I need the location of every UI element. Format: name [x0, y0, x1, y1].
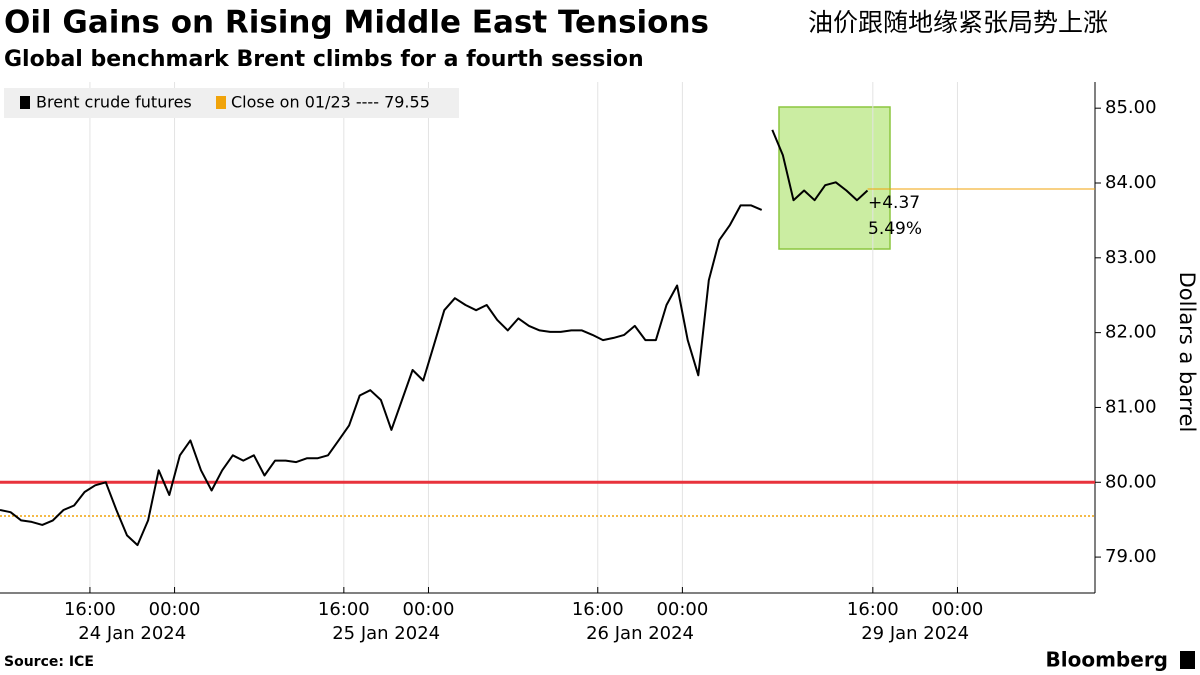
x-tick-label: 00:00 [403, 599, 455, 620]
change-annotation: 5.49% [868, 219, 922, 239]
brand-icon [1180, 651, 1195, 669]
y-tick-label: 81.00 [1105, 396, 1157, 417]
legend-box [4, 88, 459, 118]
brand: Bloomberg [1046, 648, 1168, 672]
x-date-label: 26 Jan 2024 [586, 623, 694, 644]
legend-label: Close on 01/23 ---- 79.55 [231, 93, 430, 112]
legend-swatch [216, 96, 226, 109]
x-tick-label: 16:00 [572, 599, 624, 620]
x-date-label: 29 Jan 2024 [861, 623, 969, 644]
x-tick-label: 00:00 [932, 599, 984, 620]
x-date-label: 24 Jan 2024 [78, 623, 186, 644]
source: Source: ICE [4, 654, 94, 670]
x-tick-label: 16:00 [318, 599, 370, 620]
chart-title: Oil Gains on Rising Middle East Tensions [4, 5, 709, 41]
y-axis-label: Dollars a barrel [1175, 272, 1199, 433]
change-annotation: +4.37 [868, 193, 920, 213]
y-tick-label: 84.00 [1105, 172, 1157, 193]
highlight-box [778, 106, 891, 250]
x-tick-label: 16:00 [847, 599, 899, 620]
x-tick-label: 16:00 [64, 599, 116, 620]
y-tick-label: 85.00 [1105, 97, 1157, 118]
y-tick-label: 79.00 [1105, 546, 1157, 567]
chart-title-cn: 油价跟随地缘紧张局势上涨 [808, 8, 1108, 37]
x-tick-label: 00:00 [149, 599, 201, 620]
legend-label: Brent crude futures [36, 93, 192, 112]
y-tick-label: 80.00 [1105, 471, 1157, 492]
y-tick-label: 83.00 [1105, 247, 1157, 268]
y-tick-label: 82.00 [1105, 322, 1157, 343]
legend-swatch [20, 96, 30, 109]
price-line [0, 129, 869, 547]
chart-subtitle: Global benchmark Brent climbs for a four… [4, 47, 644, 72]
x-date-label: 25 Jan 2024 [332, 623, 440, 644]
x-tick-label: 00:00 [656, 599, 708, 620]
